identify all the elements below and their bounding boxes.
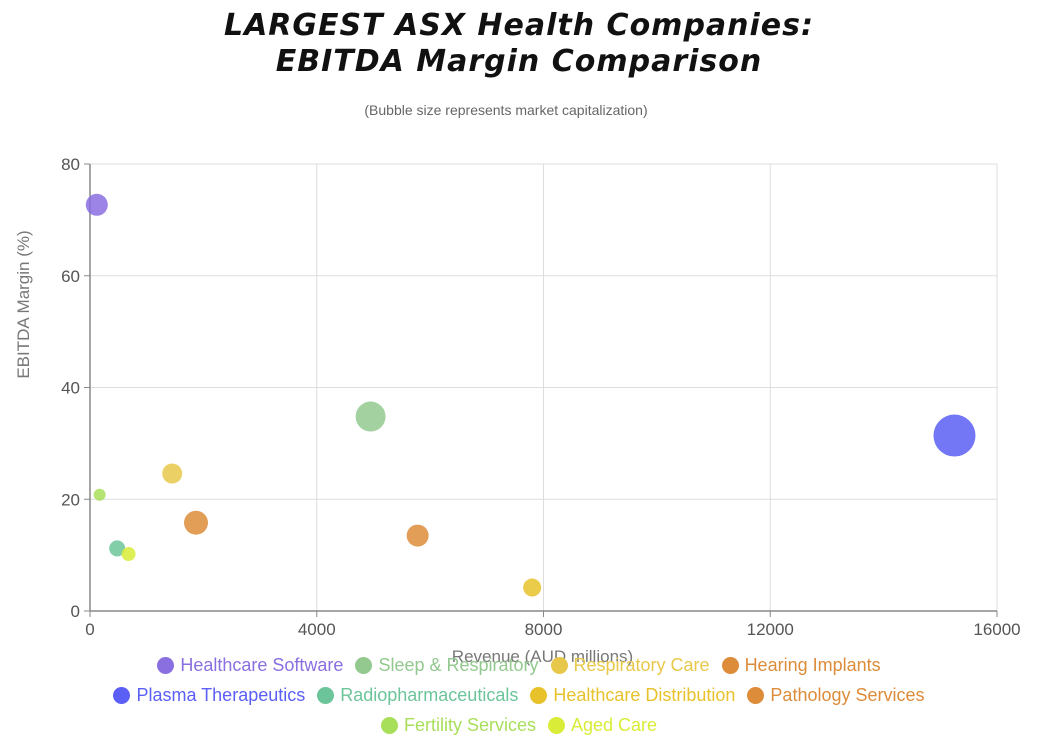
bubble-point — [184, 510, 209, 535]
legend-swatch — [317, 686, 335, 704]
bubble-point — [933, 414, 976, 457]
legend: Healthcare Software Sleep & Respiratory Re… — [0, 650, 1038, 740]
legend-swatch — [747, 686, 765, 704]
chart-title-line1: LARGEST ASX Health Companies: — [223, 8, 815, 43]
bubble-point — [162, 463, 183, 484]
legend-row: Fertility Services Aged Care — [0, 710, 1038, 740]
legend-swatch — [380, 716, 398, 734]
bubble-point — [355, 401, 386, 432]
legend-label: Healthcare Distribution — [553, 684, 736, 705]
x-tick-label: 4000 — [298, 620, 336, 639]
y-tick-label: 20 — [61, 490, 80, 509]
y-tick-label: 80 — [61, 155, 80, 174]
y-tick-label: 40 — [61, 379, 80, 398]
bubble-point — [121, 547, 136, 562]
x-tick-label: 16000 — [973, 620, 1020, 639]
y-tick-label: 0 — [71, 602, 80, 621]
legend-swatch — [355, 656, 373, 674]
legend-swatch — [550, 656, 568, 674]
legend-label: Radiopharmaceuticals — [340, 684, 519, 705]
bubble-point — [109, 540, 126, 557]
y-tick-label: 60 — [61, 267, 80, 286]
chart-title: LARGEST ASX Health Companies: EBITDA Mar… — [0, 8, 1038, 80]
legend-row: Plasma Therapeutics Radiopharmaceuticals H… — [0, 680, 1038, 710]
bubble-point — [85, 193, 108, 216]
legend-swatch — [547, 716, 565, 734]
legend-item[interactable]: Pathology Services — [747, 684, 925, 706]
legend-item[interactable]: Healthcare Software — [157, 655, 343, 676]
x-tick-label: 8000 — [525, 620, 563, 639]
legend-label: Respiratory Care — [573, 654, 710, 675]
legend-label: Sleep & Respiratory — [378, 654, 539, 675]
legend-item[interactable]: Hearing Implants — [721, 654, 881, 676]
legend-swatch — [721, 656, 739, 674]
bubble-point — [523, 578, 542, 597]
legend-item[interactable]: Fertility Services — [380, 714, 536, 736]
legend-label: Aged Care — [570, 714, 658, 735]
x-axis-label: Revenue (AUD millions) — [452, 647, 633, 666]
legend-item[interactable]: Aged Care — [547, 714, 658, 736]
chart-title-line2: EBITDA Margin Comparison — [275, 44, 763, 79]
legend-item[interactable]: Plasma Therapeutics — [113, 685, 305, 706]
legend-label: Fertility Services — [403, 714, 536, 735]
legend-item[interactable]: Respiratory Care — [550, 654, 710, 676]
legend-item[interactable]: Healthcare Distribution — [530, 685, 735, 706]
legend-item[interactable]: Radiopharmaceuticals — [317, 685, 518, 706]
bubble-point — [93, 488, 106, 501]
legend-label: Hearing Implants — [744, 654, 881, 675]
legend-label: Healthcare Software — [180, 654, 344, 675]
x-tick-label: 12000 — [747, 620, 794, 639]
legend-swatch — [530, 686, 548, 704]
legend-item[interactable]: Sleep & Respiratory — [355, 654, 539, 676]
legend-swatch — [157, 656, 175, 674]
legend-label: Plasma Therapeutics — [136, 684, 306, 705]
bubble-point — [406, 524, 429, 547]
legend-swatch — [113, 686, 131, 704]
x-tick-label: 0 — [85, 620, 94, 639]
legend-label: Pathology Services — [770, 684, 925, 705]
legend-row: Healthcare Software Sleep & Respiratory Re… — [0, 650, 1038, 680]
y-axis-label: EBITDA Margin (%) — [14, 230, 33, 378]
chart-subtitle: (Bubble size represents market capitaliz… — [364, 102, 648, 118]
